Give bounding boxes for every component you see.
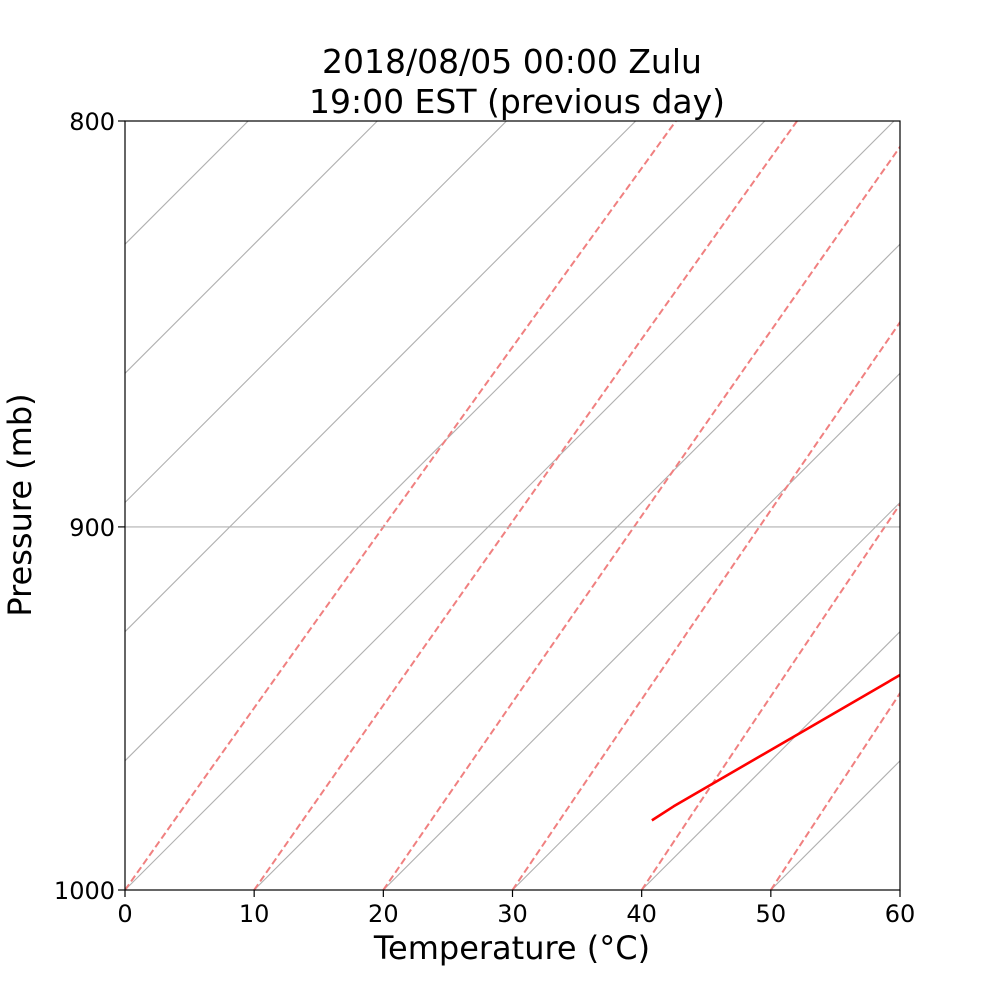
- plot-area: [125, 121, 900, 890]
- x-tick-label: 30: [497, 900, 528, 928]
- dry-adiabat-lines: [125, 121, 900, 890]
- plot-frame: [124, 120, 901, 891]
- isotherm-line: [770, 760, 900, 890]
- dry-adiabat-line: [640, 502, 900, 890]
- isotherm-line: [125, 121, 637, 633]
- dry-adiabat-line: [253, 121, 798, 890]
- isotherm-line: [641, 630, 900, 890]
- y-axis-ticks: 800 900 1000: [54, 108, 125, 905]
- x-tick-label: 40: [626, 900, 657, 928]
- isotherm-line: [125, 121, 507, 504]
- y-tick-label: 800: [69, 108, 115, 136]
- x-axis-ticks: 0 10 20 30 40 50 60: [117, 890, 915, 928]
- isotherm-line: [512, 501, 900, 890]
- dry-adiabat-line: [125, 121, 677, 890]
- isotherm-line: [125, 121, 378, 375]
- temperature-profile: [651, 673, 900, 822]
- dry-adiabat-line: [382, 145, 900, 890]
- dry-adiabat-line: [511, 320, 900, 890]
- x-tick-label: 20: [368, 900, 399, 928]
- x-tick-label: 10: [239, 900, 270, 928]
- isotherm-line: [125, 121, 895, 890]
- isotherm-lines: [125, 121, 900, 890]
- isotherm-line: [125, 121, 766, 762]
- isotherm-line: [382, 372, 900, 890]
- x-tick-label: 60: [885, 900, 916, 928]
- chart-title-line-2: 19:00 EST (previous day): [309, 82, 725, 121]
- isotherm-line: [253, 243, 900, 890]
- y-axis-label: Pressure (mb): [1, 393, 39, 616]
- dry-adiabat-line: [769, 691, 900, 890]
- x-tick-label: 0: [117, 900, 132, 928]
- isotherm-line: [899, 889, 900, 890]
- y-tick-label: 900: [69, 514, 115, 542]
- x-axis-label: Temperature (°C): [373, 929, 650, 967]
- temperature-line: [651, 673, 900, 822]
- x-tick-label: 50: [756, 900, 787, 928]
- chart-title-line-1: 2018/08/05 00:00 Zulu: [322, 42, 702, 81]
- y-tick-label: 1000: [54, 877, 115, 905]
